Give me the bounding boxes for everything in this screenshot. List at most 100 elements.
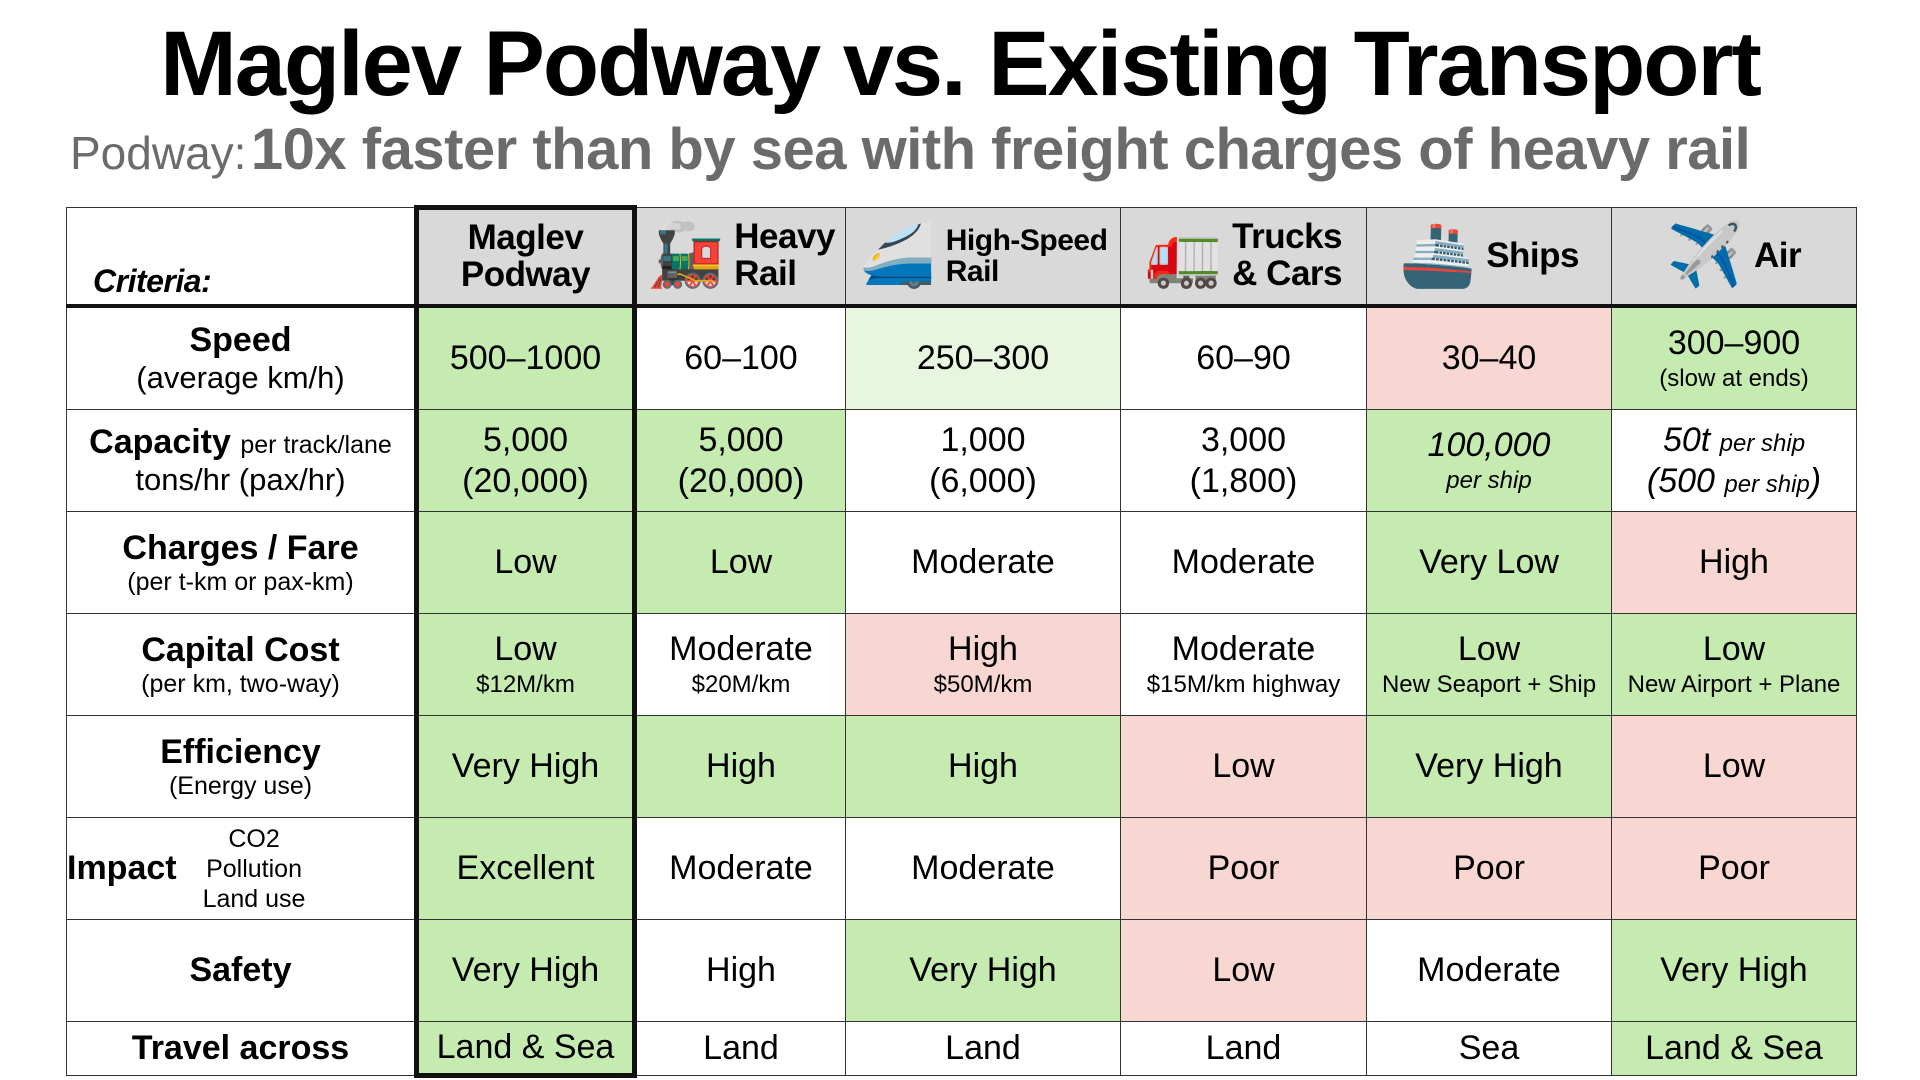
criteria-cell: Safety (66, 919, 417, 1022)
cell-paren: ) (1809, 461, 1822, 500)
value-cell: Low New Seaport + Ship (1366, 613, 1612, 716)
cell-note: $15M/km highway (1146, 671, 1341, 699)
impact-item: CO2 (228, 824, 280, 853)
criteria-sublabel: (average km/h) (136, 360, 345, 395)
cell-value: Low (709, 543, 773, 582)
criteria-inline-note: per track/lane (240, 431, 392, 459)
subtitle-lead: Podway: (70, 127, 247, 179)
criteria-cell: Charges / Fare (per t-km or pax-km) (66, 511, 417, 614)
cell-value: 250–300 (916, 339, 1050, 378)
criteria-sublabel: tons/hr (pax/hr) (135, 462, 346, 497)
cell-value: Moderate (1171, 629, 1316, 668)
value-cell: Land (634, 1021, 846, 1076)
value-cell: Excellent (414, 817, 637, 920)
table-row: Impact CO2 Pollution Land use Excellent Moder… (66, 817, 1857, 920)
cell-value: Moderate (669, 629, 813, 668)
value-cell: Low (414, 511, 637, 614)
cell-value: Excellent (456, 849, 595, 888)
column-header-high-speed-rail: 🚄 High-Speed Rail (845, 207, 1121, 308)
value-cell: High (634, 715, 846, 818)
cell-value: High (948, 629, 1018, 668)
column-label-line2: Rail (945, 255, 1000, 288)
value-cell: Low (634, 511, 846, 614)
criteria-label: Safety (189, 951, 292, 989)
cell-value: Land (945, 1029, 1021, 1068)
cell-value: Very High (1660, 951, 1808, 990)
cell-value: Land & Sea (436, 1028, 615, 1067)
value-cell: Low (1120, 715, 1367, 818)
table-row: Capital Cost (per km, two-way) Low $12M/km M… (66, 613, 1857, 716)
value-cell: Land (845, 1021, 1121, 1076)
ship-icon: 🚢 (1399, 221, 1477, 290)
column-label-line1: Ships (1486, 235, 1579, 275)
table-row: Charges / Fare (per t-km or pax-km) Low Low… (66, 511, 1857, 614)
criteria-sublabel: (per t-km or pax-km) (127, 567, 354, 596)
cell-value: 60–90 (1196, 339, 1291, 378)
value-cell: High (1611, 511, 1857, 614)
value-cell: High $50M/km (845, 613, 1121, 716)
value-cell: Moderate (634, 817, 846, 920)
cell-value: Low (1702, 747, 1766, 786)
column-header-ships: 🚢 Ships (1366, 207, 1612, 308)
impact-items: CO2 Pollution Land use (203, 824, 306, 914)
locomotive-icon: 🚂 (647, 221, 725, 290)
value-cell: Land & Sea (1611, 1021, 1857, 1076)
value-cell: Moderate $20M/km (634, 613, 846, 716)
value-cell: Land & Sea (414, 1021, 637, 1078)
column-label-line2: & Cars (1232, 254, 1342, 293)
cell-value: Moderate (669, 849, 813, 888)
criteria-cell: Capacity per track/lane tons/hr (pax/hr) (66, 409, 417, 512)
cell-value: 5,000 (482, 420, 569, 459)
cell-note: (slow at ends) (1659, 365, 1809, 393)
cell-value: Moderate (1171, 543, 1316, 582)
cell-value: 500–1000 (449, 339, 602, 378)
value-cell: Very High (1611, 919, 1857, 1022)
cell-value: Low (1702, 629, 1766, 668)
table-row: Travel across Land & Sea Land Land Land Sea La… (66, 1021, 1857, 1078)
airplane-icon: ✈️ (1666, 221, 1745, 290)
column-label-line1: Heavy (734, 217, 835, 257)
cell-note: $12M/km (476, 671, 575, 699)
value-cell: Moderate (845, 511, 1121, 614)
table-row: Capacity per track/lane tons/hr (pax/hr) 5… (66, 409, 1857, 512)
value-cell: Low $12M/km (414, 613, 637, 716)
cell-value: Poor (1698, 849, 1770, 888)
cell-value: High (1699, 543, 1769, 582)
value-cell: 60–90 (1120, 305, 1367, 410)
criteria-header: Criteria: (66, 207, 417, 308)
cell-value: 60–100 (684, 339, 798, 378)
criteria-label: Travel across (131, 1029, 350, 1067)
criteria-cell: Speed (average km/h) (66, 305, 417, 410)
value-cell: 50t per ship (500 per ship) (1611, 409, 1857, 512)
cell-value: Land & Sea (1645, 1029, 1823, 1068)
criteria-sublabel: (per km, two-way) (141, 669, 340, 698)
value-cell: Low New Airport + Plane (1611, 613, 1857, 716)
cell-value: Very High (451, 747, 600, 786)
cell-unit: per ship (1719, 429, 1806, 457)
cell-note: $50M/km (933, 671, 1033, 699)
truck-icon: 🚛 (1144, 221, 1223, 290)
value-cell: 250–300 (845, 305, 1121, 410)
cell-note: New Seaport + Ship (1381, 671, 1597, 699)
value-cell: Very High (1366, 715, 1612, 818)
value-cell: 3,000 (1,800) (1120, 409, 1367, 512)
value-cell: Moderate (1366, 919, 1612, 1022)
value-cell: Sea (1366, 1021, 1612, 1076)
criteria-label: Capital Cost (141, 630, 340, 669)
criteria-label: Charges / Fare (122, 528, 359, 567)
cell-value: Poor (1453, 849, 1525, 888)
cell-value: 300–900 (1667, 323, 1801, 362)
cell-unit: per ship (1724, 470, 1810, 498)
value-cell: Very Low (1366, 511, 1612, 614)
cell-value: 1,000 (940, 420, 1026, 459)
cell-value: Sea (1458, 1029, 1520, 1068)
criteria-label: Capacity (89, 423, 231, 461)
criteria-cell: Impact CO2 Pollution Land use (66, 817, 417, 920)
cell-value: 3,000 (1200, 420, 1287, 459)
criteria-label: Criteria: (93, 263, 212, 299)
cell-value: High (706, 747, 776, 786)
value-cell: Poor (1611, 817, 1857, 920)
subtitle-main: 10x faster than by sea with freight char… (250, 117, 1751, 182)
column-label-line1: Maglev (467, 218, 584, 258)
column-header-trucks-cars: 🚛 Trucks & Cars (1120, 207, 1367, 308)
